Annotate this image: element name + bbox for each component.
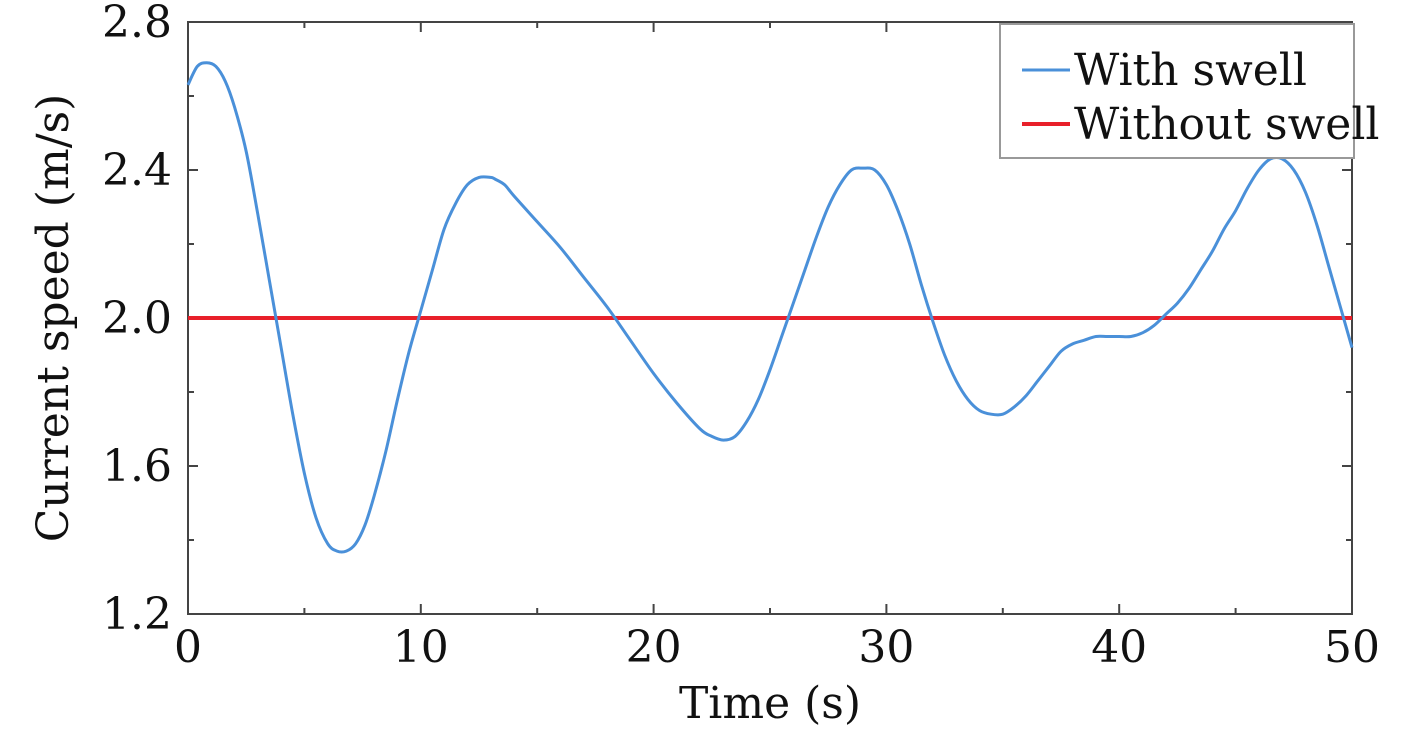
x-tick-label: 0 [174, 622, 202, 673]
series-line-with-swell [186, 61, 1354, 554]
legend-label-without-swell: Without swell [1074, 99, 1379, 150]
tick-labels: 0 10 20 30 40 50 1.2 1.6 2.0 2.4 2.8 [102, 0, 1380, 673]
x-tick-label: 50 [1324, 622, 1380, 673]
x-axis-label: Time (s) [679, 678, 861, 729]
x-tick-label: 20 [626, 622, 682, 673]
y-tick-label: 2.0 [102, 293, 172, 344]
y-axis-label: Current speed (m/s) [28, 94, 79, 543]
legend: With swell Without swell [999, 23, 1379, 159]
x-tick-label: 40 [1091, 622, 1147, 673]
legend-box [999, 23, 1355, 159]
y-tick-label: 1.6 [102, 441, 172, 492]
y-tick-label: 2.4 [102, 145, 172, 196]
y-tick-label: 2.8 [102, 0, 172, 48]
x-tick-label: 10 [393, 622, 449, 673]
legend-label-with-swell: With swell [1074, 45, 1307, 96]
y-tick-label: 1.2 [102, 589, 172, 640]
series-layer [186, 61, 1354, 554]
x-tick-label: 30 [858, 622, 914, 673]
